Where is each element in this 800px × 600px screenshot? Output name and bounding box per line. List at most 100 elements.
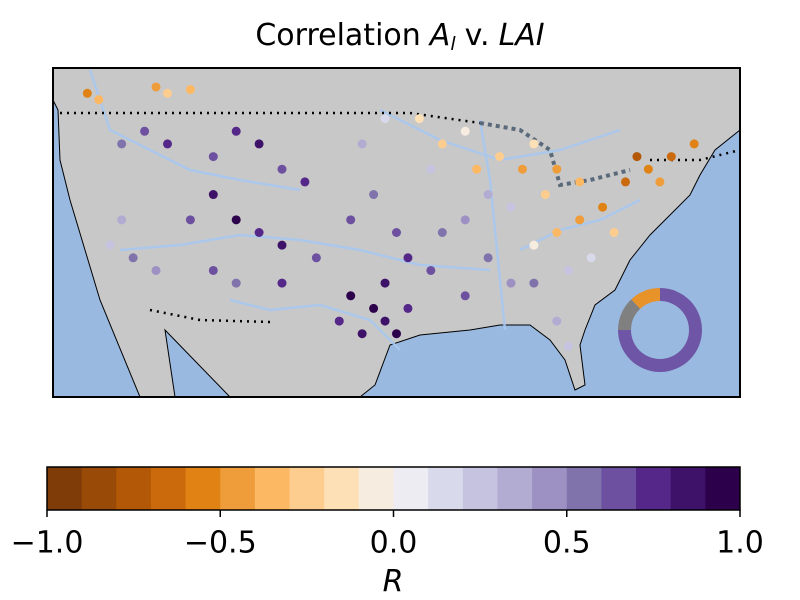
station-point xyxy=(414,114,424,124)
station-point xyxy=(483,253,493,263)
colorbar-tick-label: 1.0 xyxy=(716,526,764,561)
station-point xyxy=(231,278,241,288)
station-point xyxy=(460,291,470,301)
station-point xyxy=(380,114,390,124)
river xyxy=(119,233,491,272)
station-point xyxy=(163,139,172,149)
station-point xyxy=(403,253,413,263)
station-point xyxy=(151,82,161,92)
pie-slice xyxy=(618,299,641,330)
colorbar-bin xyxy=(185,467,221,510)
station-point xyxy=(254,228,264,237)
title-mid: v. xyxy=(465,18,490,53)
colorbar-bin xyxy=(220,467,256,510)
station-point xyxy=(392,329,401,339)
station-point xyxy=(552,164,562,174)
station-point xyxy=(117,139,127,149)
river xyxy=(478,119,507,331)
pie-slice xyxy=(631,288,660,309)
points xyxy=(82,82,699,351)
station-point xyxy=(208,152,218,162)
station-point xyxy=(105,240,115,250)
river xyxy=(519,198,641,252)
river xyxy=(229,298,401,351)
map xyxy=(53,68,740,397)
colorbar-bin xyxy=(601,467,637,510)
station-point xyxy=(689,139,699,149)
title-var1-sub: l xyxy=(450,33,456,55)
river xyxy=(88,69,301,192)
station-point xyxy=(357,329,367,339)
title-var2: LAI xyxy=(499,18,545,53)
station-point xyxy=(517,164,527,174)
station-point xyxy=(563,265,573,275)
station-point xyxy=(117,215,127,225)
borders xyxy=(60,111,740,324)
colorbar-bin xyxy=(393,467,429,510)
station-point xyxy=(632,152,642,162)
station-point xyxy=(140,126,150,136)
station-point xyxy=(346,291,356,301)
station-point xyxy=(529,240,539,250)
station-point xyxy=(529,139,539,149)
colorbar-bin xyxy=(81,467,117,510)
station-point xyxy=(392,228,401,237)
title-var1: A xyxy=(428,18,451,53)
lakes-border xyxy=(479,121,631,188)
station-point xyxy=(529,278,539,288)
station-point xyxy=(231,215,241,225)
colorbar-bin xyxy=(566,467,602,510)
chart-title: Correlation Al v. LAI xyxy=(255,18,544,55)
station-point xyxy=(151,265,161,275)
station-point xyxy=(460,126,470,136)
station-point xyxy=(346,215,356,225)
station-point xyxy=(575,215,585,225)
station-point xyxy=(357,139,367,149)
colorbar-bin xyxy=(358,467,394,510)
colorbar-bin xyxy=(670,467,706,510)
border xyxy=(149,308,271,324)
station-point xyxy=(437,228,447,237)
station-point xyxy=(311,253,321,263)
station-point xyxy=(483,190,493,200)
station-point xyxy=(277,164,287,174)
station-point xyxy=(552,316,562,326)
colorbar-bin xyxy=(47,467,83,510)
station-point xyxy=(506,202,516,212)
station-point xyxy=(506,278,516,288)
station-point xyxy=(655,177,665,187)
colorbar-tick-label: 0.0 xyxy=(370,526,418,561)
colorbar-bin xyxy=(705,467,741,510)
station-point xyxy=(277,240,287,250)
colorbar-bin xyxy=(636,467,672,510)
colorbar: −1.0 −0.5 0.0 0.5 1.0 xyxy=(11,466,764,561)
station-point xyxy=(460,215,470,225)
station-point xyxy=(621,177,630,187)
station-point xyxy=(128,253,138,263)
station-point xyxy=(82,88,92,98)
colorbar-bin xyxy=(150,467,187,510)
station-point xyxy=(334,316,344,326)
station-point xyxy=(552,228,562,237)
colorbar-tick-label: −0.5 xyxy=(184,526,257,561)
colorbar-bin xyxy=(428,467,464,510)
station-point xyxy=(254,139,264,149)
colorbar-bin xyxy=(116,467,152,510)
pie-slice xyxy=(618,288,702,372)
colorbar-bin xyxy=(324,467,360,510)
station-point xyxy=(163,88,172,98)
station-point xyxy=(426,164,436,174)
station-point xyxy=(300,177,310,187)
station-point xyxy=(277,278,287,288)
border xyxy=(60,111,481,125)
station-point xyxy=(380,316,390,326)
station-point xyxy=(369,303,379,313)
colorbar-bin xyxy=(289,467,325,510)
station-point xyxy=(185,85,195,95)
colorbar-bin xyxy=(462,467,498,510)
station-point xyxy=(598,202,608,212)
title-prefix: Correlation xyxy=(255,18,420,53)
colorbar-tick-label: −1.0 xyxy=(11,526,84,561)
station-point xyxy=(369,190,379,200)
